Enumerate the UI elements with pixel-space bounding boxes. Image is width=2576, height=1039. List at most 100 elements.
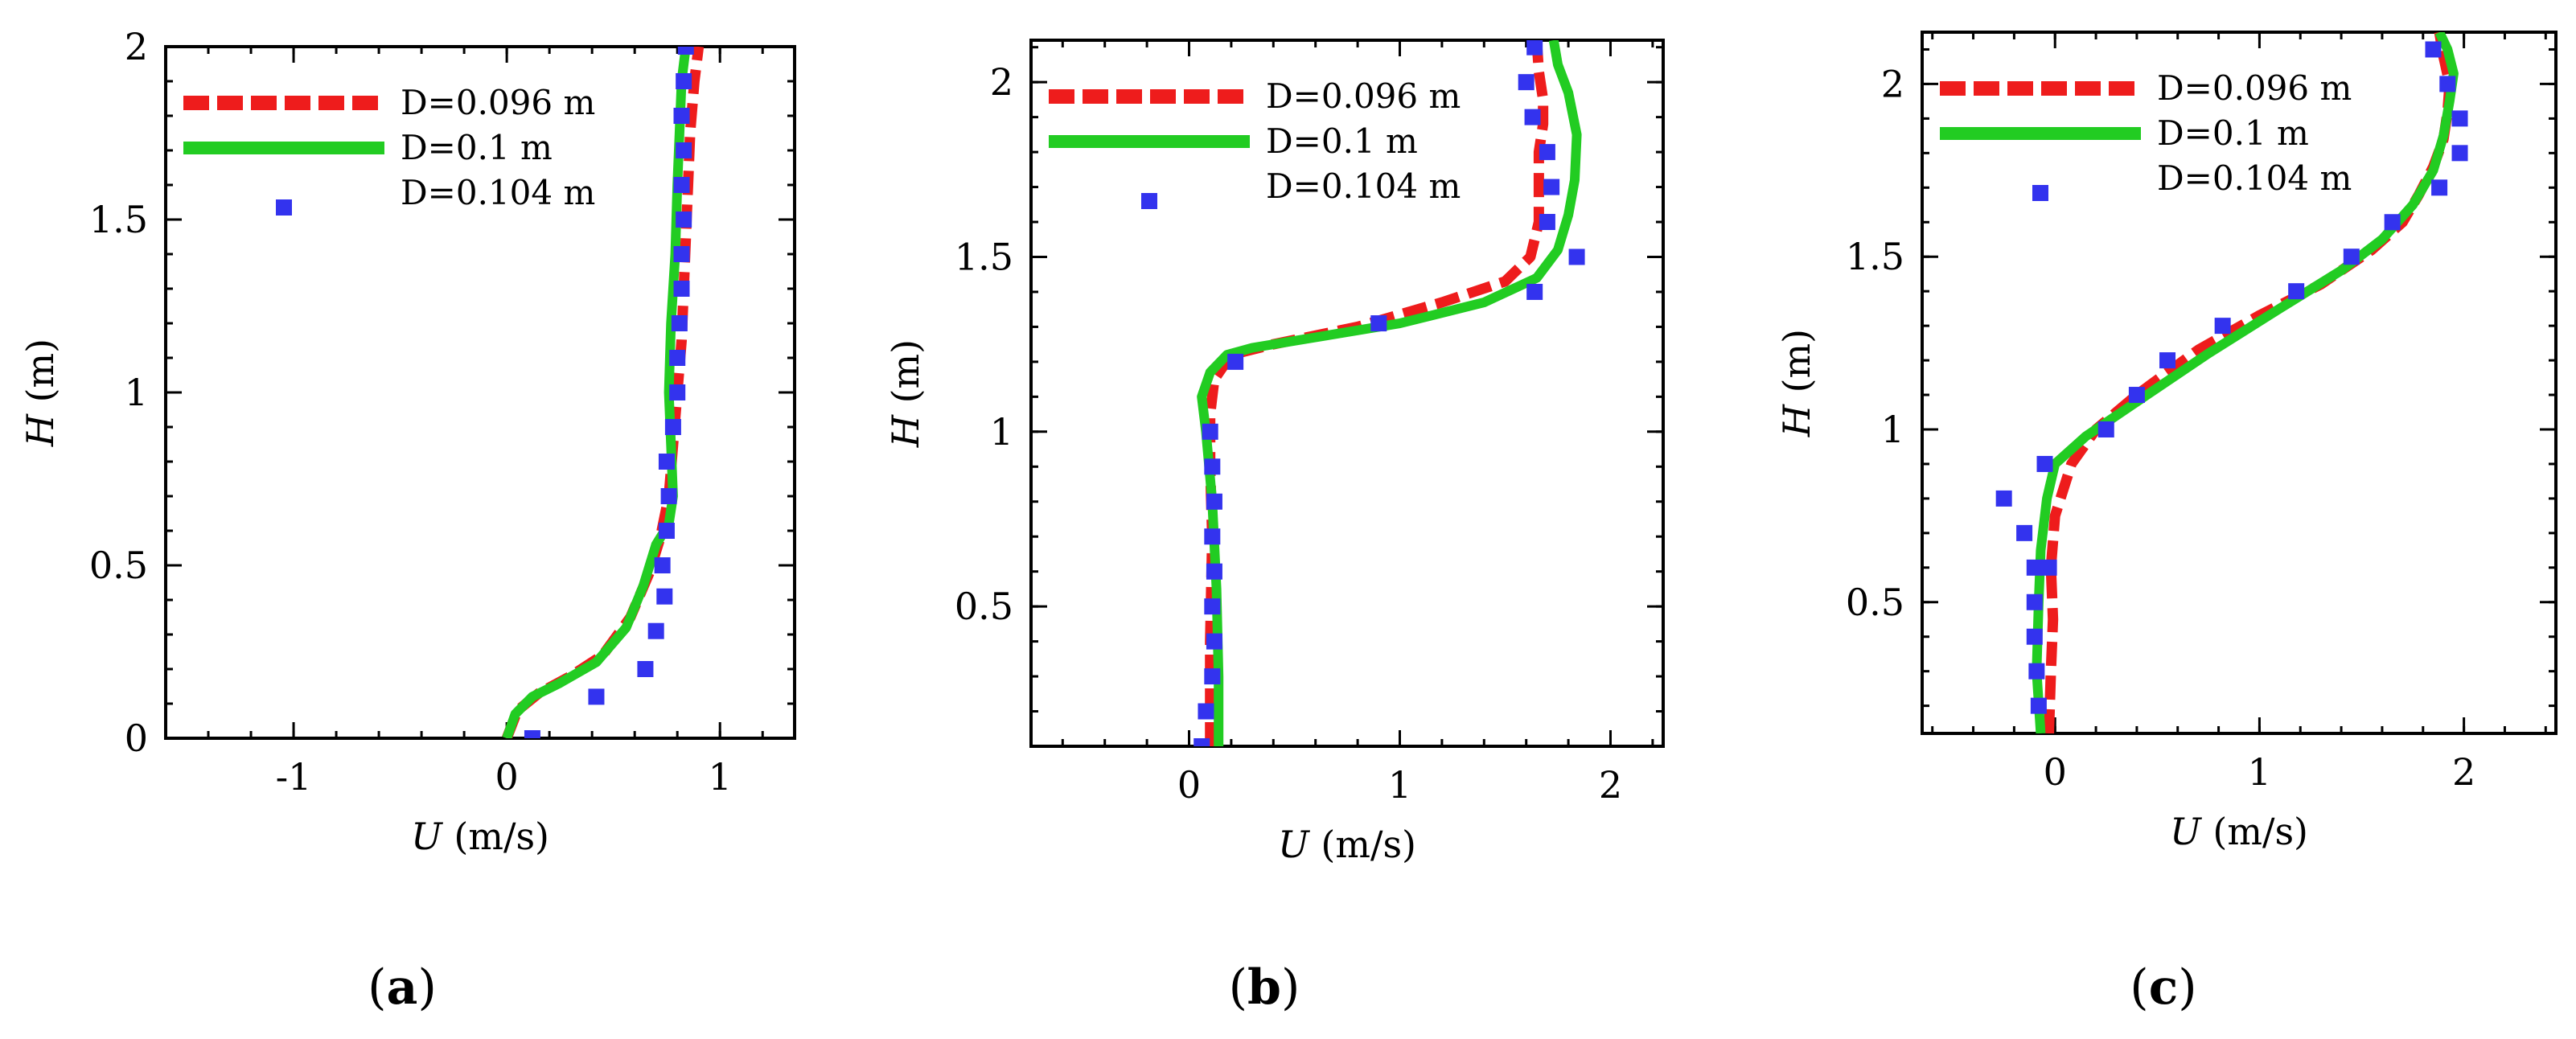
- series-marker-2: [2028, 663, 2045, 680]
- series-marker-2: [1568, 248, 1585, 265]
- x-axis-title: U (m/s): [1278, 823, 1416, 866]
- series-marker-2: [676, 142, 692, 158]
- series-marker-2: [2425, 41, 2442, 58]
- x-tick-label: 1: [2248, 750, 2271, 794]
- series-marker-2: [2451, 145, 2468, 162]
- x-tick-label: 1: [1388, 763, 1411, 807]
- panel-label-close: ): [2178, 959, 2196, 1016]
- y-axis-title: H (m): [884, 339, 927, 448]
- series-marker-2: [1194, 738, 1210, 746]
- x-tick-label: 2: [2452, 750, 2475, 794]
- panel-label: (c): [2130, 959, 2196, 1016]
- y-tick-label: 1: [990, 410, 1013, 454]
- series-marker-2: [1227, 353, 1244, 370]
- series-marker-2: [654, 557, 671, 573]
- chart-panel-c: 0 1 2 0.5 1 1.5 2 U (m/s) H (m) D=0.096 m D=0.1 m D…: [1775, 31, 2558, 1016]
- legend-entry-0: D=0.096 m: [401, 83, 595, 122]
- panel-label-letter: a: [387, 959, 418, 1016]
- series-marker-2: [588, 688, 605, 705]
- series-marker-2: [1526, 40, 1543, 55]
- series-marker-2: [2431, 179, 2448, 196]
- series-marker-2: [1543, 179, 1560, 195]
- y-axis-unit: (m): [884, 339, 927, 415]
- panel-label-close: ): [417, 959, 436, 1016]
- legend-entry-2: D=0.104 m: [1266, 166, 1461, 206]
- series-marker-2: [2016, 524, 2033, 541]
- y-tick-label: 2: [1881, 62, 1904, 105]
- legend-entry-2: D=0.104 m: [2157, 158, 2352, 198]
- series-marker-2: [658, 454, 675, 470]
- y-tick-label: 2: [125, 25, 148, 68]
- chart-panel-b: 0 1 2 0.5 1 1.5 2 U (m/s) H (m) D=0.096 m D=0.1 m D…: [884, 39, 1665, 1016]
- series-line-1: [1197, 40, 1582, 746]
- series-marker-2: [647, 622, 664, 639]
- x-axis-symbol: U: [1278, 823, 1311, 866]
- series-marker-2: [1204, 458, 1221, 475]
- plot-frame: [1921, 31, 2558, 735]
- series-marker-2: [2451, 110, 2468, 127]
- y-tick-label: 2: [990, 60, 1013, 104]
- y-tick-label: 0.5: [89, 544, 148, 587]
- x-axis-title: U (m/s): [2170, 810, 2308, 853]
- x-tick-label: 2: [1599, 763, 1622, 807]
- legend-marker-2: [276, 199, 292, 216]
- series-marker-2: [2214, 318, 2231, 335]
- panel-label: (b): [1229, 959, 1300, 1016]
- series-marker-2: [2288, 283, 2305, 300]
- series-marker-2: [2097, 421, 2114, 437]
- series-marker-2: [669, 350, 686, 366]
- series-marker-2: [2040, 559, 2057, 576]
- series-marker-2: [1370, 315, 1387, 332]
- y-axis-symbol: H: [884, 414, 927, 448]
- series-marker-2: [2026, 559, 2043, 576]
- series-marker-2: [673, 281, 690, 297]
- y-tick-label: 0.5: [955, 585, 1013, 628]
- y-axis-title: H (m): [18, 339, 62, 447]
- series-marker-2: [1204, 528, 1221, 545]
- series-marker-2: [1202, 423, 1218, 440]
- series-marker-2: [2026, 593, 2043, 610]
- series-marker-2: [673, 108, 690, 124]
- y-axis-unit: (m): [1775, 329, 1818, 405]
- series-group: [502, 47, 705, 738]
- series-marker-2: [2128, 387, 2145, 404]
- y-tick-label: 1.5: [1846, 235, 1904, 278]
- panel-label-open: (: [1229, 959, 1247, 1016]
- legend-marker-2: [2032, 185, 2048, 201]
- series-marker-2: [676, 211, 692, 228]
- series-group: [1995, 32, 2468, 733]
- series-marker-2: [1539, 144, 1555, 161]
- panel-label-open: (: [368, 959, 386, 1016]
- x-axis-unit: (m/s): [2201, 810, 2308, 853]
- series-marker-2: [677, 47, 694, 55]
- series-marker-2: [1518, 74, 1535, 91]
- legend-entry-0: D=0.096 m: [2157, 68, 2352, 108]
- y-axis-unit: (m): [18, 339, 62, 414]
- x-axis-symbol: U: [411, 815, 444, 858]
- panel-label-letter: b: [1247, 959, 1281, 1016]
- x-tick-label: -1: [276, 755, 312, 799]
- series-marker-2: [1526, 283, 1543, 300]
- series-marker-2: [671, 315, 688, 331]
- x-axis-title: U (m/s): [411, 815, 549, 858]
- series-marker-2: [669, 384, 686, 400]
- series-marker-2: [660, 488, 677, 504]
- y-tick-label: 1: [125, 371, 148, 414]
- series-marker-2: [1539, 214, 1555, 231]
- series-marker-2: [656, 588, 673, 605]
- x-tick-label: 0: [2044, 750, 2067, 794]
- y-tick-label: 0: [125, 717, 148, 760]
- series-marker-2: [2439, 76, 2456, 92]
- series-marker-2: [2036, 455, 2053, 472]
- series-line-1: [2032, 32, 2459, 733]
- y-axis-symbol: H: [1775, 404, 1818, 437]
- series-line-1: [502, 47, 691, 738]
- panel-label: (a): [368, 959, 437, 1016]
- series-marker-2: [1206, 563, 1222, 580]
- series-marker-2: [2159, 352, 2176, 369]
- series-marker-2: [2343, 248, 2360, 265]
- y-axis-title: H (m): [1775, 329, 1818, 437]
- panel-label-close: ): [1281, 959, 1300, 1016]
- x-tick-label: 0: [495, 755, 518, 799]
- series-marker-2: [1206, 493, 1222, 510]
